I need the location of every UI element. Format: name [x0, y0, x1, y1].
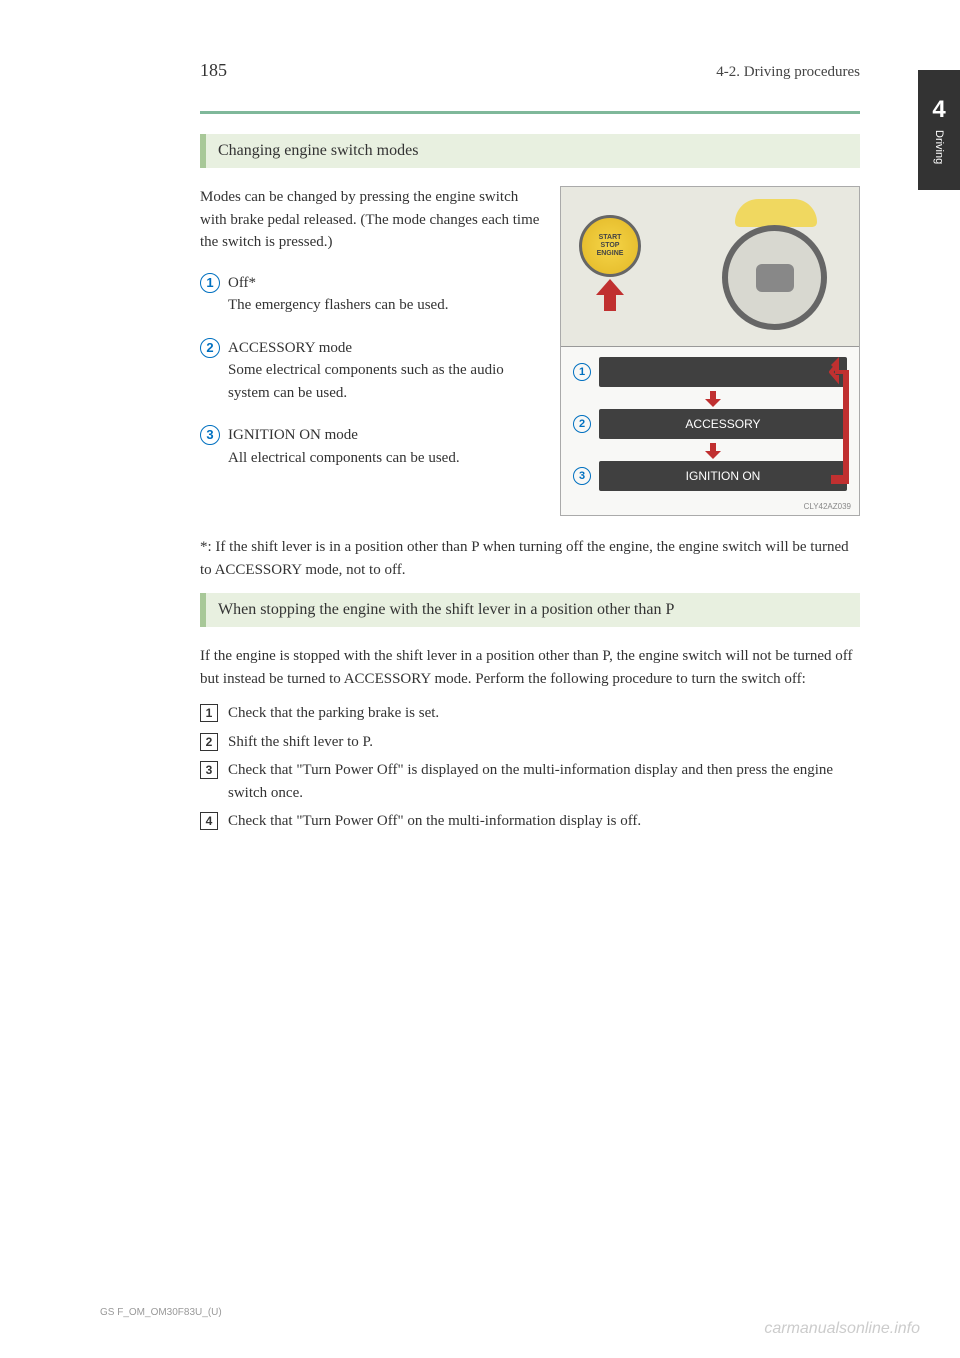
step-text-3: Check that "Turn Power Off" is displayed…: [228, 759, 860, 804]
circle-number-2: 2: [200, 338, 220, 358]
mode-item-1: 1 Off* The emergency flashers can be use…: [200, 272, 542, 317]
down-arrow-icon: [705, 443, 721, 459]
diagram-row-2: 2 ACCESSORY: [573, 409, 847, 439]
diagram-num-1: 1: [573, 363, 591, 381]
section2-intro: If the engine is stopped with the shift …: [200, 645, 860, 690]
section-path: 4-2. Driving procedures: [716, 64, 860, 81]
page-number: 185: [200, 60, 227, 81]
loop-arrow-icon: [829, 357, 851, 497]
mode-text-1: Off* The emergency flashers can be used.: [228, 272, 542, 317]
step-text-1: Check that the parking brake is set.: [228, 702, 860, 725]
dashboard-illustration: STARTSTOPENGINE: [561, 187, 859, 347]
step-num-1: 1: [200, 704, 218, 722]
step-text-4: Check that "Turn Power Off" on the multi…: [228, 810, 860, 833]
diagram-num-2: 2: [573, 415, 591, 433]
mode-item-2: 2 ACCESSORY mode Some electrical compone…: [200, 337, 542, 405]
page-header: 185 4-2. Driving procedures: [100, 60, 860, 81]
steering-wheel-icon: [722, 225, 827, 330]
circle-number-1: 1: [200, 273, 220, 293]
diagram-num-3: 3: [573, 467, 591, 485]
watermark: carmanualsonline.info: [764, 1320, 920, 1338]
diagram-box-accessory: ACCESSORY: [599, 409, 847, 439]
mode-desc-2: Some electrical components such as the a…: [228, 362, 504, 401]
step-item-3: 3 Check that "Turn Power Off" is display…: [200, 759, 860, 804]
section-header-1: Changing engine switch modes: [200, 134, 860, 168]
step-item-1: 1 Check that the parking brake is set.: [200, 702, 860, 725]
step-text-2: Shift the shift lever to P.: [228, 731, 860, 754]
diagram-reference: CLY42AZ039: [804, 502, 851, 511]
intro-text: Modes can be changed by pressing the eng…: [200, 186, 542, 254]
mode-label-2: ACCESSORY mode: [228, 340, 352, 356]
content-row-1: Modes can be changed by pressing the eng…: [200, 186, 860, 516]
engine-button-label: STARTSTOPENGINE: [597, 234, 624, 257]
mode-label-3: IGNITION ON mode: [228, 427, 358, 443]
red-arrow-up-icon: [596, 279, 624, 311]
arrow-container-1: [573, 391, 847, 409]
mode-desc-3: All electrical components can be used.: [228, 450, 460, 466]
diagram-row-1: 1: [573, 357, 847, 387]
engine-button-icon: STARTSTOPENGINE: [579, 215, 641, 277]
mode-item-3: 3 IGNITION ON mode All electrical compon…: [200, 424, 542, 469]
step-num-3: 3: [200, 761, 218, 779]
diagram-box-ignition: IGNITION ON: [599, 461, 847, 491]
mode-desc-1: The emergency flashers can be used.: [228, 297, 448, 313]
mode-text-2: ACCESSORY mode Some electrical component…: [228, 337, 542, 405]
side-tab-label: Driving: [933, 130, 945, 164]
step-item-4: 4 Check that "Turn Power Off" on the mul…: [200, 810, 860, 833]
side-tab-number: 4: [932, 96, 945, 124]
footer-code: GS F_OM_OM30F83U_(U): [100, 1307, 222, 1318]
side-tab: 4 Driving: [918, 70, 960, 190]
step-num-2: 2: [200, 733, 218, 751]
text-column: Modes can be changed by pressing the eng…: [200, 186, 542, 516]
section-header-2: When stopping the engine with the shift …: [200, 593, 860, 627]
dash-highlight: [735, 199, 817, 227]
diagram-row-3: 3 IGNITION ON: [573, 461, 847, 491]
diagram-column: STARTSTOPENGINE 1 2: [560, 186, 860, 516]
arrow-container-2: [573, 443, 847, 461]
engine-switch-diagram: STARTSTOPENGINE 1 2: [560, 186, 860, 516]
mode-label-1: Off*: [228, 275, 256, 291]
loop-arrow: [829, 357, 851, 495]
step-num-4: 4: [200, 812, 218, 830]
diagram-flow: 1 2 ACCESSORY 3: [561, 347, 859, 505]
diagram-box-off: [599, 357, 847, 387]
divider-rule: [200, 111, 860, 114]
down-arrow-icon: [705, 391, 721, 407]
step-item-2: 2 Shift the shift lever to P.: [200, 731, 860, 754]
footnote-text: *: If the shift lever is in a position o…: [200, 536, 860, 581]
mode-text-3: IGNITION ON mode All electrical componen…: [228, 424, 542, 469]
circle-number-3: 3: [200, 425, 220, 445]
